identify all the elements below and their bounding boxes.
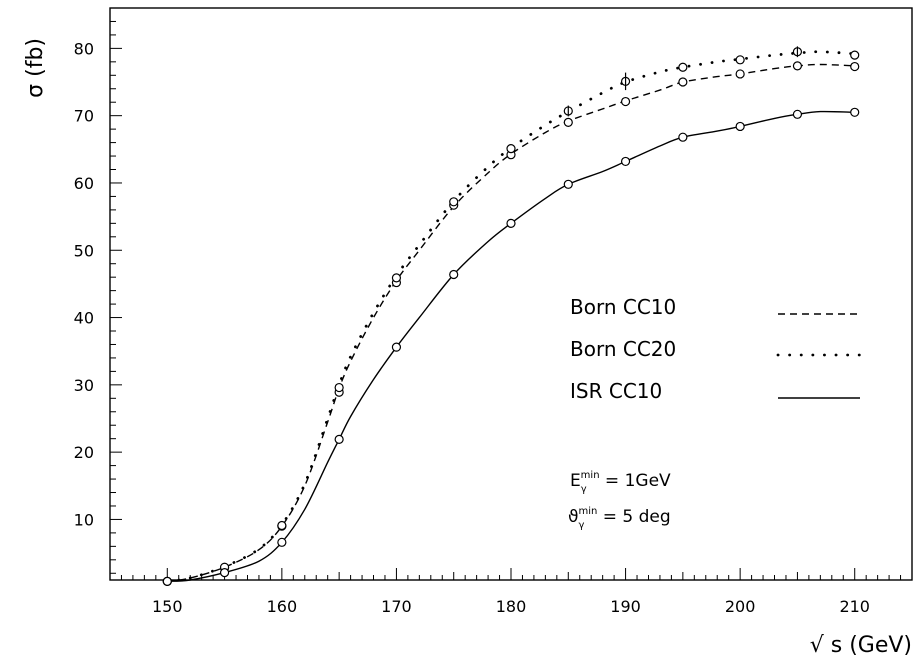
data-point-born-cc10	[792, 61, 803, 71]
data-point-isr-cc10	[506, 218, 516, 228]
data-point-born-cc10	[563, 117, 573, 128]
data-point-isr-cc10	[563, 179, 573, 189]
data-point-isr-cc10	[678, 132, 688, 142]
data-point-born-cc10	[850, 61, 860, 72]
plot-frame	[109, 7, 913, 581]
y-tick-label: 80	[74, 39, 94, 58]
data-point-born-cc20	[277, 520, 287, 531]
data-point-isr-cc10	[162, 576, 172, 586]
y-tick-label: 10	[74, 510, 94, 529]
x-tick-label: 160	[267, 597, 298, 616]
angle-cut-note: ϑγmin = 5 deg	[568, 506, 671, 531]
data-point-born-cc20	[678, 62, 688, 72]
error-bars	[567, 46, 799, 117]
y-tick-label: 40	[74, 309, 94, 328]
y-tick-label: 50	[74, 241, 94, 260]
x-tick-label: 190	[610, 597, 641, 616]
data-point-isr-cc10	[334, 434, 344, 444]
data-point-born-cc20	[391, 273, 402, 283]
legend-label-born-cc20: Born CC20	[570, 337, 676, 361]
x-tick-label: 200	[725, 597, 756, 616]
data-point-isr-cc10	[735, 121, 745, 132]
y-tick-labels: 10 20 30 40 50 60 70 80	[74, 39, 94, 529]
y-tick-label: 20	[74, 443, 94, 462]
data-point-born-cc20	[449, 197, 459, 207]
data-point-isr-cc10	[277, 537, 287, 547]
data-point-born-cc10	[735, 69, 745, 79]
y-axis-title: σ (fb)	[23, 38, 48, 98]
data-point-born-cc20	[506, 144, 516, 154]
x-axis-title: √ s (GeV)	[810, 633, 912, 658]
data-point-born-cc20	[334, 382, 344, 393]
data-point-isr-cc10	[850, 107, 860, 117]
cuts-annotation: Eγmin = 1GeV ϑγmin = 5 deg	[568, 470, 671, 531]
data-point-born-cc20	[735, 55, 745, 65]
x-tick-label: 210	[839, 597, 870, 616]
series-line-isr-cc10	[167, 110, 855, 582]
axis-ticks	[109, 20, 913, 580]
series-line-born-cc20	[165, 50, 857, 583]
data-point-isr-cc10	[219, 567, 230, 578]
y-tick-label: 60	[74, 174, 94, 193]
y-tick-label: 70	[74, 107, 94, 126]
x-tick-label: 180	[496, 597, 527, 616]
legend-label-isr-cc10: ISR CC10	[570, 379, 662, 403]
legend: Born CC10 Born CC20 ISR CC10	[570, 295, 862, 403]
legend-label-born-cc10: Born CC10	[570, 295, 676, 319]
series-curves	[165, 50, 857, 583]
data-point-isr-cc10	[792, 109, 803, 119]
energy-cut-note: Eγmin = 1GeV	[570, 470, 671, 495]
plot-border	[109, 7, 913, 581]
data-point-isr-cc10	[449, 269, 459, 280]
data-point-born-cc20	[850, 50, 860, 60]
x-tick-label: 170	[381, 597, 412, 616]
series-line-born-cc10	[167, 63, 855, 582]
data-point-born-cc10	[678, 77, 688, 87]
data-point-isr-cc10	[391, 342, 402, 352]
series-markers	[162, 47, 860, 586]
data-point-born-cc10	[620, 96, 631, 107]
x-tick-label: 150	[152, 597, 183, 616]
data-point-isr-cc10	[620, 156, 631, 167]
y-tick-label: 30	[74, 376, 94, 395]
x-tick-labels: 150 160 170 180 190 200 210	[152, 597, 870, 616]
